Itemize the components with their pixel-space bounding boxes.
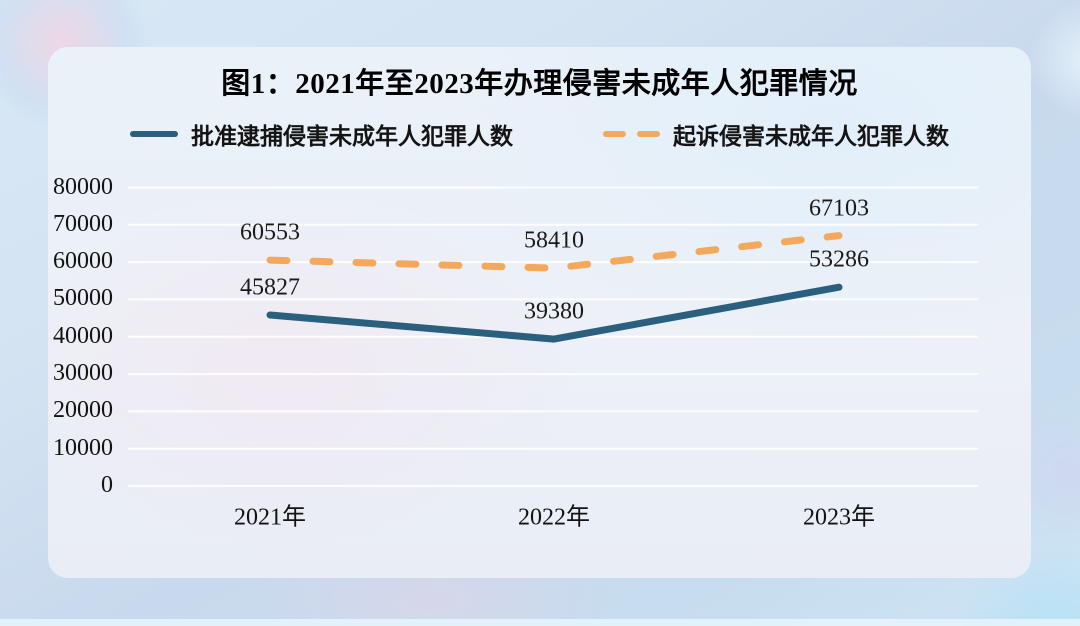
legend-label-approved-arrests: 批准逮捕侵害未成年人犯罪人数 [191, 124, 513, 149]
series-line-1 [266, 232, 843, 272]
legend-swatch-solid-line [130, 131, 178, 137]
background-bottom-strip [0, 619, 1080, 626]
chart-canvas [128, 186, 978, 487]
chart-legend: 批准逮捕侵害未成年人犯罪人数 起诉侵害未成年人犯罪人数 [48, 117, 1031, 151]
plot-area: 0 10000 20000 30000 40000 50000 60000 70000 8000… [48, 47, 1031, 578]
legend-label-prosecutions: 起诉侵害未成年人犯罪人数 [673, 124, 949, 149]
legend-swatch-dashed-line [603, 131, 660, 137]
chart-title: 图1：2021年至2023年办理侵害未成年人犯罪情况 [221, 68, 858, 100]
legend-item-approved-arrests: 批准逮捕侵害未成年人犯罪人数 [130, 117, 513, 151]
series-line-0 [266, 283, 843, 343]
chart-card: 图1：2021年至2023年办理侵害未成年人犯罪情况 批准逮捕侵害未成年人犯罪人… [48, 47, 1031, 578]
legend-item-prosecutions: 起诉侵害未成年人犯罪人数 [603, 117, 949, 151]
